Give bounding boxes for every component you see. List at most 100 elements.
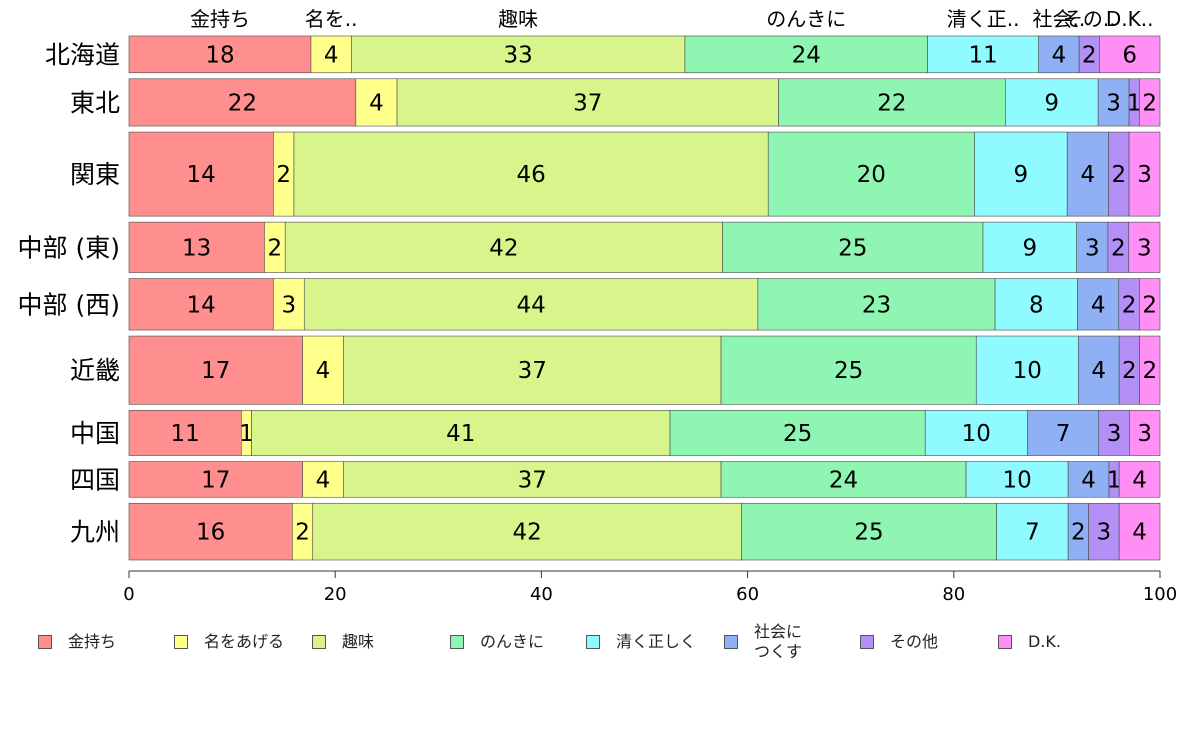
legend-item: のんきに [450,622,544,662]
x-tick-label: 80 [942,584,965,605]
bar-value-label: 2 [1142,292,1157,318]
category-label: 四国 [70,465,120,494]
bar-value-label: 37 [518,467,547,493]
bar-value-label: 17 [201,358,230,384]
bar-value-label: 8 [1029,292,1044,318]
legend-swatch [998,635,1012,649]
legend-label: その他 [890,632,939,651]
column-header-label: 社会.. [1033,7,1086,31]
bar-segment [1139,335,1161,405]
bar-value-label: 2 [267,235,282,261]
bar-value-label: 9 [1023,235,1038,261]
legend-swatch [38,635,52,649]
bar-value-label: 1 [1127,90,1142,116]
bar-value-label: 4 [316,467,331,493]
bar-value-label: 25 [834,358,863,384]
bars-layer: 18 4 33 24 11 4 2 622 4 37 22 9 3 1 214 2 46 20 9 4 2 313 2 42 2… [128,35,1161,561]
column-header-label: 名を.. [305,7,358,31]
bar-value-label: 10 [1002,467,1031,493]
bar-segment [396,78,779,127]
bar-value-label: 4 [1091,358,1106,384]
category-label: 中国 [70,419,120,448]
bar-segment [303,278,759,331]
bar-segment [767,131,975,217]
column-header-label: 金持ち [190,7,250,31]
legend-label: 趣味 [342,632,375,651]
bar-segment [128,335,303,405]
bar-segment [293,131,769,217]
legend-label: 金持ち [68,632,117,651]
legend-swatch [724,635,738,649]
bar-segment [722,221,984,273]
bar-segment [669,410,926,456]
category-label: 関東 [70,160,120,189]
bar-value-label: 1 [1107,467,1122,493]
bar-segment [1128,131,1161,217]
column-header-label: のんきに [766,7,846,31]
category-label: 近畿 [70,356,120,385]
bar-value-label: 4 [1091,292,1106,318]
bar-segment [927,35,1040,74]
bar-segment [1129,410,1161,456]
bar-segment [312,502,742,561]
legend-label: 清く正しく [616,632,697,651]
column-header-label: その.. [1063,7,1116,31]
x-axis: 0 20 40 60 80 100 [123,570,1177,605]
bar-value-label: 2 [295,520,310,546]
bar-value-label: 3 [1137,421,1152,447]
bar-value-label: 37 [573,90,602,116]
bar-segment [1005,78,1099,127]
bar-value-label: 3 [281,292,296,318]
bar-segment [994,278,1078,331]
bar-segment [778,78,1006,127]
bar-segment [1066,131,1109,217]
bar-value-label: 7 [1025,520,1040,546]
bar-segment [684,35,928,74]
bar-value-label: 2 [1142,358,1157,384]
column-header-label: 趣味 [498,7,538,31]
x-tick-label: 60 [736,584,759,605]
bar-value-label: 22 [228,90,257,116]
bar-value-label: 4 [1132,467,1147,493]
bar-value-label: 18 [205,42,234,68]
bar-value-label: 6 [1122,42,1137,68]
bar-value-label: 4 [316,358,331,384]
bar-segment [974,131,1068,217]
legend: 金持ち 名をあげる 趣味 のんきに 清く正しく 社会に つくす その他 D.K. [38,622,1158,672]
bar-segment [284,221,723,273]
bar-segment [128,35,312,74]
bar-value-label: 3 [1137,162,1152,188]
bar-value-label: 16 [196,520,225,546]
bar-segment [924,410,1028,456]
bar-value-label: 4 [1081,162,1096,188]
legend-label: 社会に つくす [754,622,803,661]
bar-value-label: 46 [516,162,545,188]
bar-segment [128,502,293,561]
category-label: 東北 [70,88,120,117]
bar-value-label: 2 [1111,162,1126,188]
x-tick-label: 0 [123,584,134,605]
bar-value-label: 4 [324,42,339,68]
bar-segment [128,278,274,331]
bar-value-label: 14 [187,292,216,318]
bar-segment [1128,221,1161,273]
bar-segment [355,78,398,127]
legend-item: 社会に つくす [724,622,802,662]
bar-segment [982,221,1077,273]
bar-segment [1118,502,1161,561]
bar-value-label: 2 [1111,235,1126,261]
bar-segment [128,131,274,217]
bar-value-label: 9 [1013,162,1028,188]
bar-value-label: 17 [201,467,230,493]
bar-value-label: 25 [783,421,812,447]
legend-item: 名をあげる [174,622,284,662]
bar-value-label: 42 [512,520,541,546]
bar-segment [273,278,305,331]
bar-value-label: 23 [862,292,891,318]
legend-swatch [174,635,188,649]
bar-segment [251,410,671,456]
bar-segment [128,461,303,498]
bar-value-label: 33 [504,42,533,68]
category-label: 中部 (西) [18,290,120,319]
